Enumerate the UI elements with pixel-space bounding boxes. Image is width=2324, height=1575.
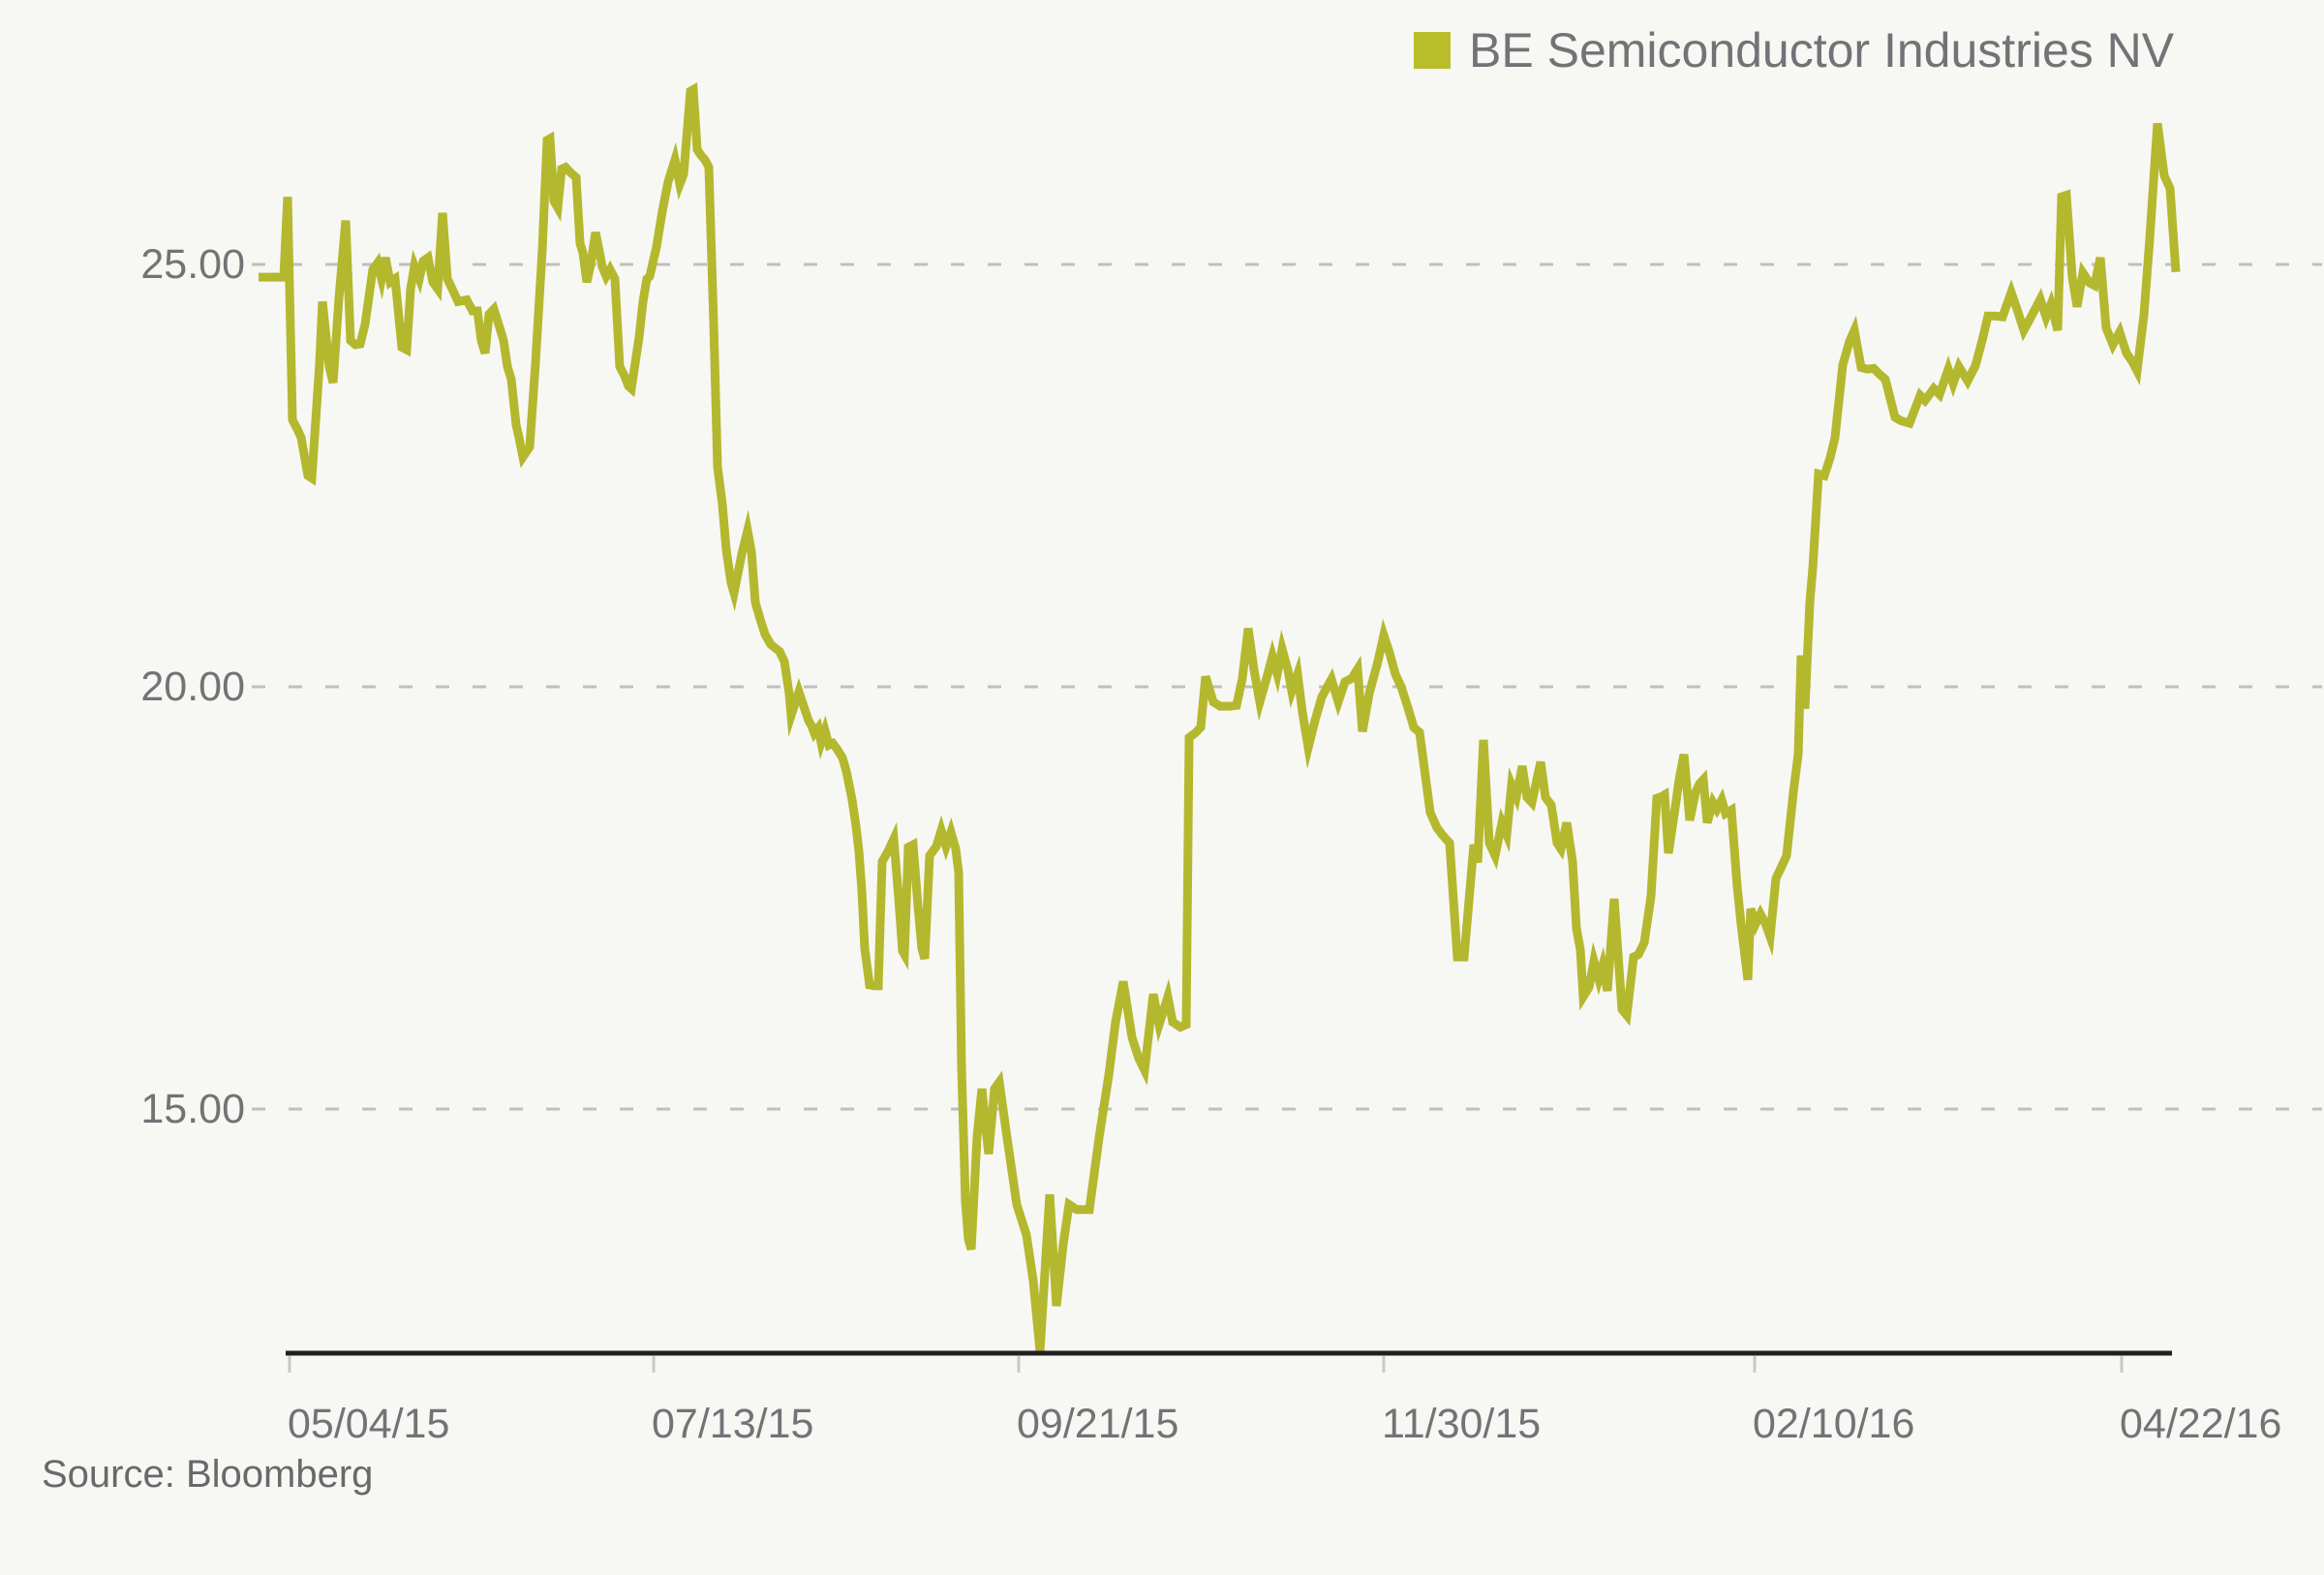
x-tick-label: 05/04/15 [288,1401,450,1447]
x-tick-label: 04/22/16 [2120,1401,2282,1447]
x-tick-label: 02/10/16 [1753,1401,1915,1447]
y-tick-label: 25.00 [140,241,245,288]
y-tick-label: 20.00 [140,664,245,710]
price-line [259,82,2181,1352]
x-tick-label: 07/13/15 [652,1401,814,1447]
x-tick-label: 11/30/15 [1382,1401,1542,1447]
legend: BE Semiconductor Industries NV [1414,21,2174,79]
legend-swatch-icon [1414,32,1451,69]
legend-series-label: BE Semiconductor Industries NV [1469,23,2175,77]
x-tick-label: 09/21/15 [1017,1401,1179,1447]
y-tick-label: 15.00 [140,1086,245,1132]
source-attribution: Source: Bloomberg [42,1453,374,1496]
